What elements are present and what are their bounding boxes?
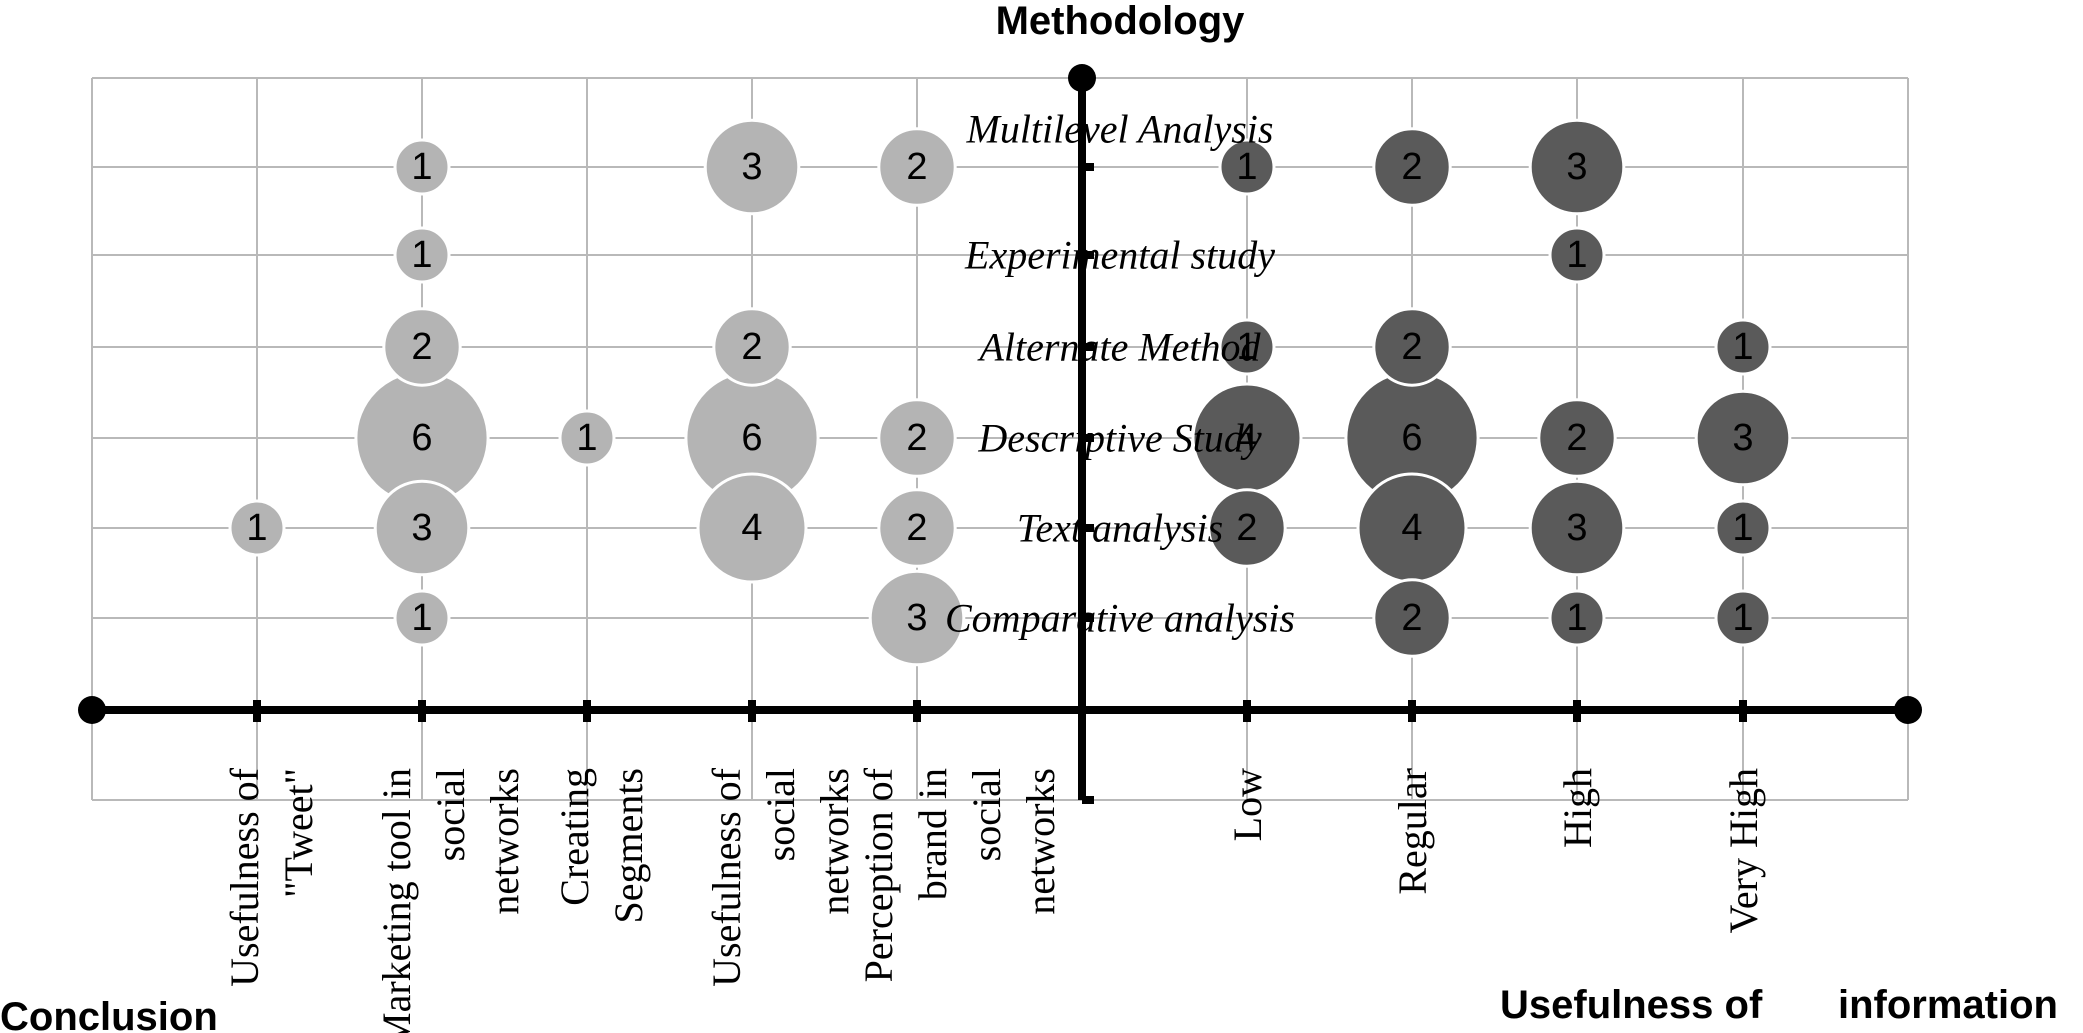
- bubble-value-label: 1: [1236, 146, 1257, 188]
- bubble-value-label: 2: [1236, 507, 1257, 549]
- bubble-value-label: 2: [1401, 597, 1422, 639]
- bubble-value-label: 3: [1566, 507, 1587, 549]
- bubble-conclusion: [868, 569, 966, 667]
- category-tick-label: Low: [1225, 768, 1270, 841]
- bubble-value-label: 2: [906, 507, 927, 549]
- category-tick-label: Very High: [1721, 768, 1766, 934]
- bubble-value-label: 3: [1732, 417, 1753, 459]
- bubble-usefulness: [1372, 578, 1452, 658]
- category-tick-label: networks: [1018, 768, 1063, 915]
- bubble-value-label: 2: [906, 146, 927, 188]
- bubble-usefulness: [1528, 479, 1626, 577]
- category-tick-label: Segments: [606, 768, 651, 924]
- bubble-conclusion: [877, 127, 957, 207]
- category-tick-label: social: [758, 768, 803, 861]
- category-tick-label: Usefulness of: [704, 767, 749, 987]
- bubble-value-label: 1: [411, 146, 432, 188]
- bubble-value-label: 2: [1401, 326, 1422, 368]
- bubble-usefulness: [1714, 589, 1772, 647]
- category-tick-label: networks: [482, 768, 527, 915]
- bubble-value-label: 6: [1401, 417, 1422, 459]
- category-tick-label: Perception of: [856, 767, 901, 982]
- bubble-usefulness: [1714, 318, 1772, 376]
- bubble-value-label: 1: [1566, 597, 1587, 639]
- bubble-value-label: 6: [741, 417, 762, 459]
- methodology-label: Text analysis: [1017, 506, 1223, 551]
- category-tick-label: brand in: [910, 768, 955, 900]
- bubble-value-label: 1: [1566, 234, 1587, 276]
- bubble-conclusion: [373, 479, 471, 577]
- bubble-usefulness: [1537, 398, 1617, 478]
- bubble-usefulness: [1372, 307, 1452, 387]
- bubble-value-label: 1: [1732, 507, 1753, 549]
- bubble-conclusion: [877, 398, 957, 478]
- category-tick-label: Marketing tool in: [374, 768, 419, 1033]
- bubble-conclusion: [382, 307, 462, 387]
- category-tick-label: social: [964, 768, 1009, 861]
- bubble-value-label: 1: [576, 417, 597, 459]
- bubble-value-label: 1: [411, 597, 432, 639]
- category-tick-label: social: [428, 768, 473, 861]
- usefulness-axis-title-part2: information: [1838, 983, 2058, 1027]
- category-tick-label: Regular: [1390, 768, 1435, 895]
- bubble-usefulness: [1714, 499, 1772, 557]
- axis-end-dot: [1068, 64, 1096, 92]
- methodology-label: Multilevel Analysis: [966, 107, 1274, 152]
- category-tick-label: networks: [812, 768, 857, 915]
- bubble-conclusion: [393, 226, 451, 284]
- category-tick-label: Creating: [552, 768, 597, 906]
- bubble-usefulness: [1207, 488, 1287, 568]
- bubble-value-label: 3: [906, 597, 927, 639]
- bubble-usefulness: [1694, 389, 1792, 487]
- bubble-value-label: 3: [741, 146, 762, 188]
- bubble-value-label: 1: [1732, 326, 1753, 368]
- axis-end-dot: [1894, 696, 1922, 724]
- bubble-value-label: 4: [1236, 417, 1257, 459]
- bubble-conclusion: [703, 118, 801, 216]
- methodology-label: Comparative analysis: [945, 596, 1295, 641]
- bubble-conclusion: [558, 409, 616, 467]
- bubble-conclusion: [393, 138, 451, 196]
- bubble-value-label: 6: [411, 417, 432, 459]
- bubble-value-label: 2: [906, 417, 927, 459]
- bubble-value-label: 4: [741, 507, 762, 549]
- bubble-value-label: 4: [1401, 507, 1422, 549]
- bubble-value-label: 2: [1401, 146, 1422, 188]
- bubble-usefulness: [1218, 138, 1276, 196]
- axis-end-dot: [78, 696, 106, 724]
- bubble-value-label: 1: [246, 507, 267, 549]
- methodology-label: Alternate Method: [976, 325, 1261, 370]
- bubble-value-label: 3: [1566, 146, 1587, 188]
- bubble-conclusion: [228, 499, 286, 557]
- bubble-conclusion: [877, 488, 957, 568]
- bubble-conclusion: [393, 589, 451, 647]
- conclusion-axis-title: Conclusion: [0, 995, 218, 1033]
- bubble-conclusion: [712, 307, 792, 387]
- category-tick-label: High: [1555, 768, 1600, 848]
- bubble-usefulness: [1548, 589, 1606, 647]
- bubble-conclusion: [696, 472, 808, 584]
- category-tick-label: Usefulness of: [222, 767, 267, 987]
- bubble-usefulness: [1372, 127, 1452, 207]
- bubble-value-label: 2: [741, 326, 762, 368]
- bubble-value-label: 1: [411, 234, 432, 276]
- methodology-axis-title: Methodology: [996, 0, 1246, 43]
- bubble-value-label: 3: [411, 507, 432, 549]
- bubble-usefulness: [1218, 318, 1276, 376]
- usefulness-axis-title-part1: Usefulness of: [1500, 983, 1763, 1027]
- bubble-value-label: 2: [411, 326, 432, 368]
- bubble-usefulness: [1528, 118, 1626, 216]
- methodology-label: Experimental study: [964, 233, 1275, 278]
- category-tick-label: "Tweet": [276, 768, 321, 898]
- bubble-value-label: 1: [1236, 326, 1257, 368]
- bubble-value-label: 1: [1732, 597, 1753, 639]
- methodology-label: Descriptive Study: [977, 416, 1261, 461]
- bubble-value-label: 2: [1566, 417, 1587, 459]
- bubble-usefulness: [1548, 226, 1606, 284]
